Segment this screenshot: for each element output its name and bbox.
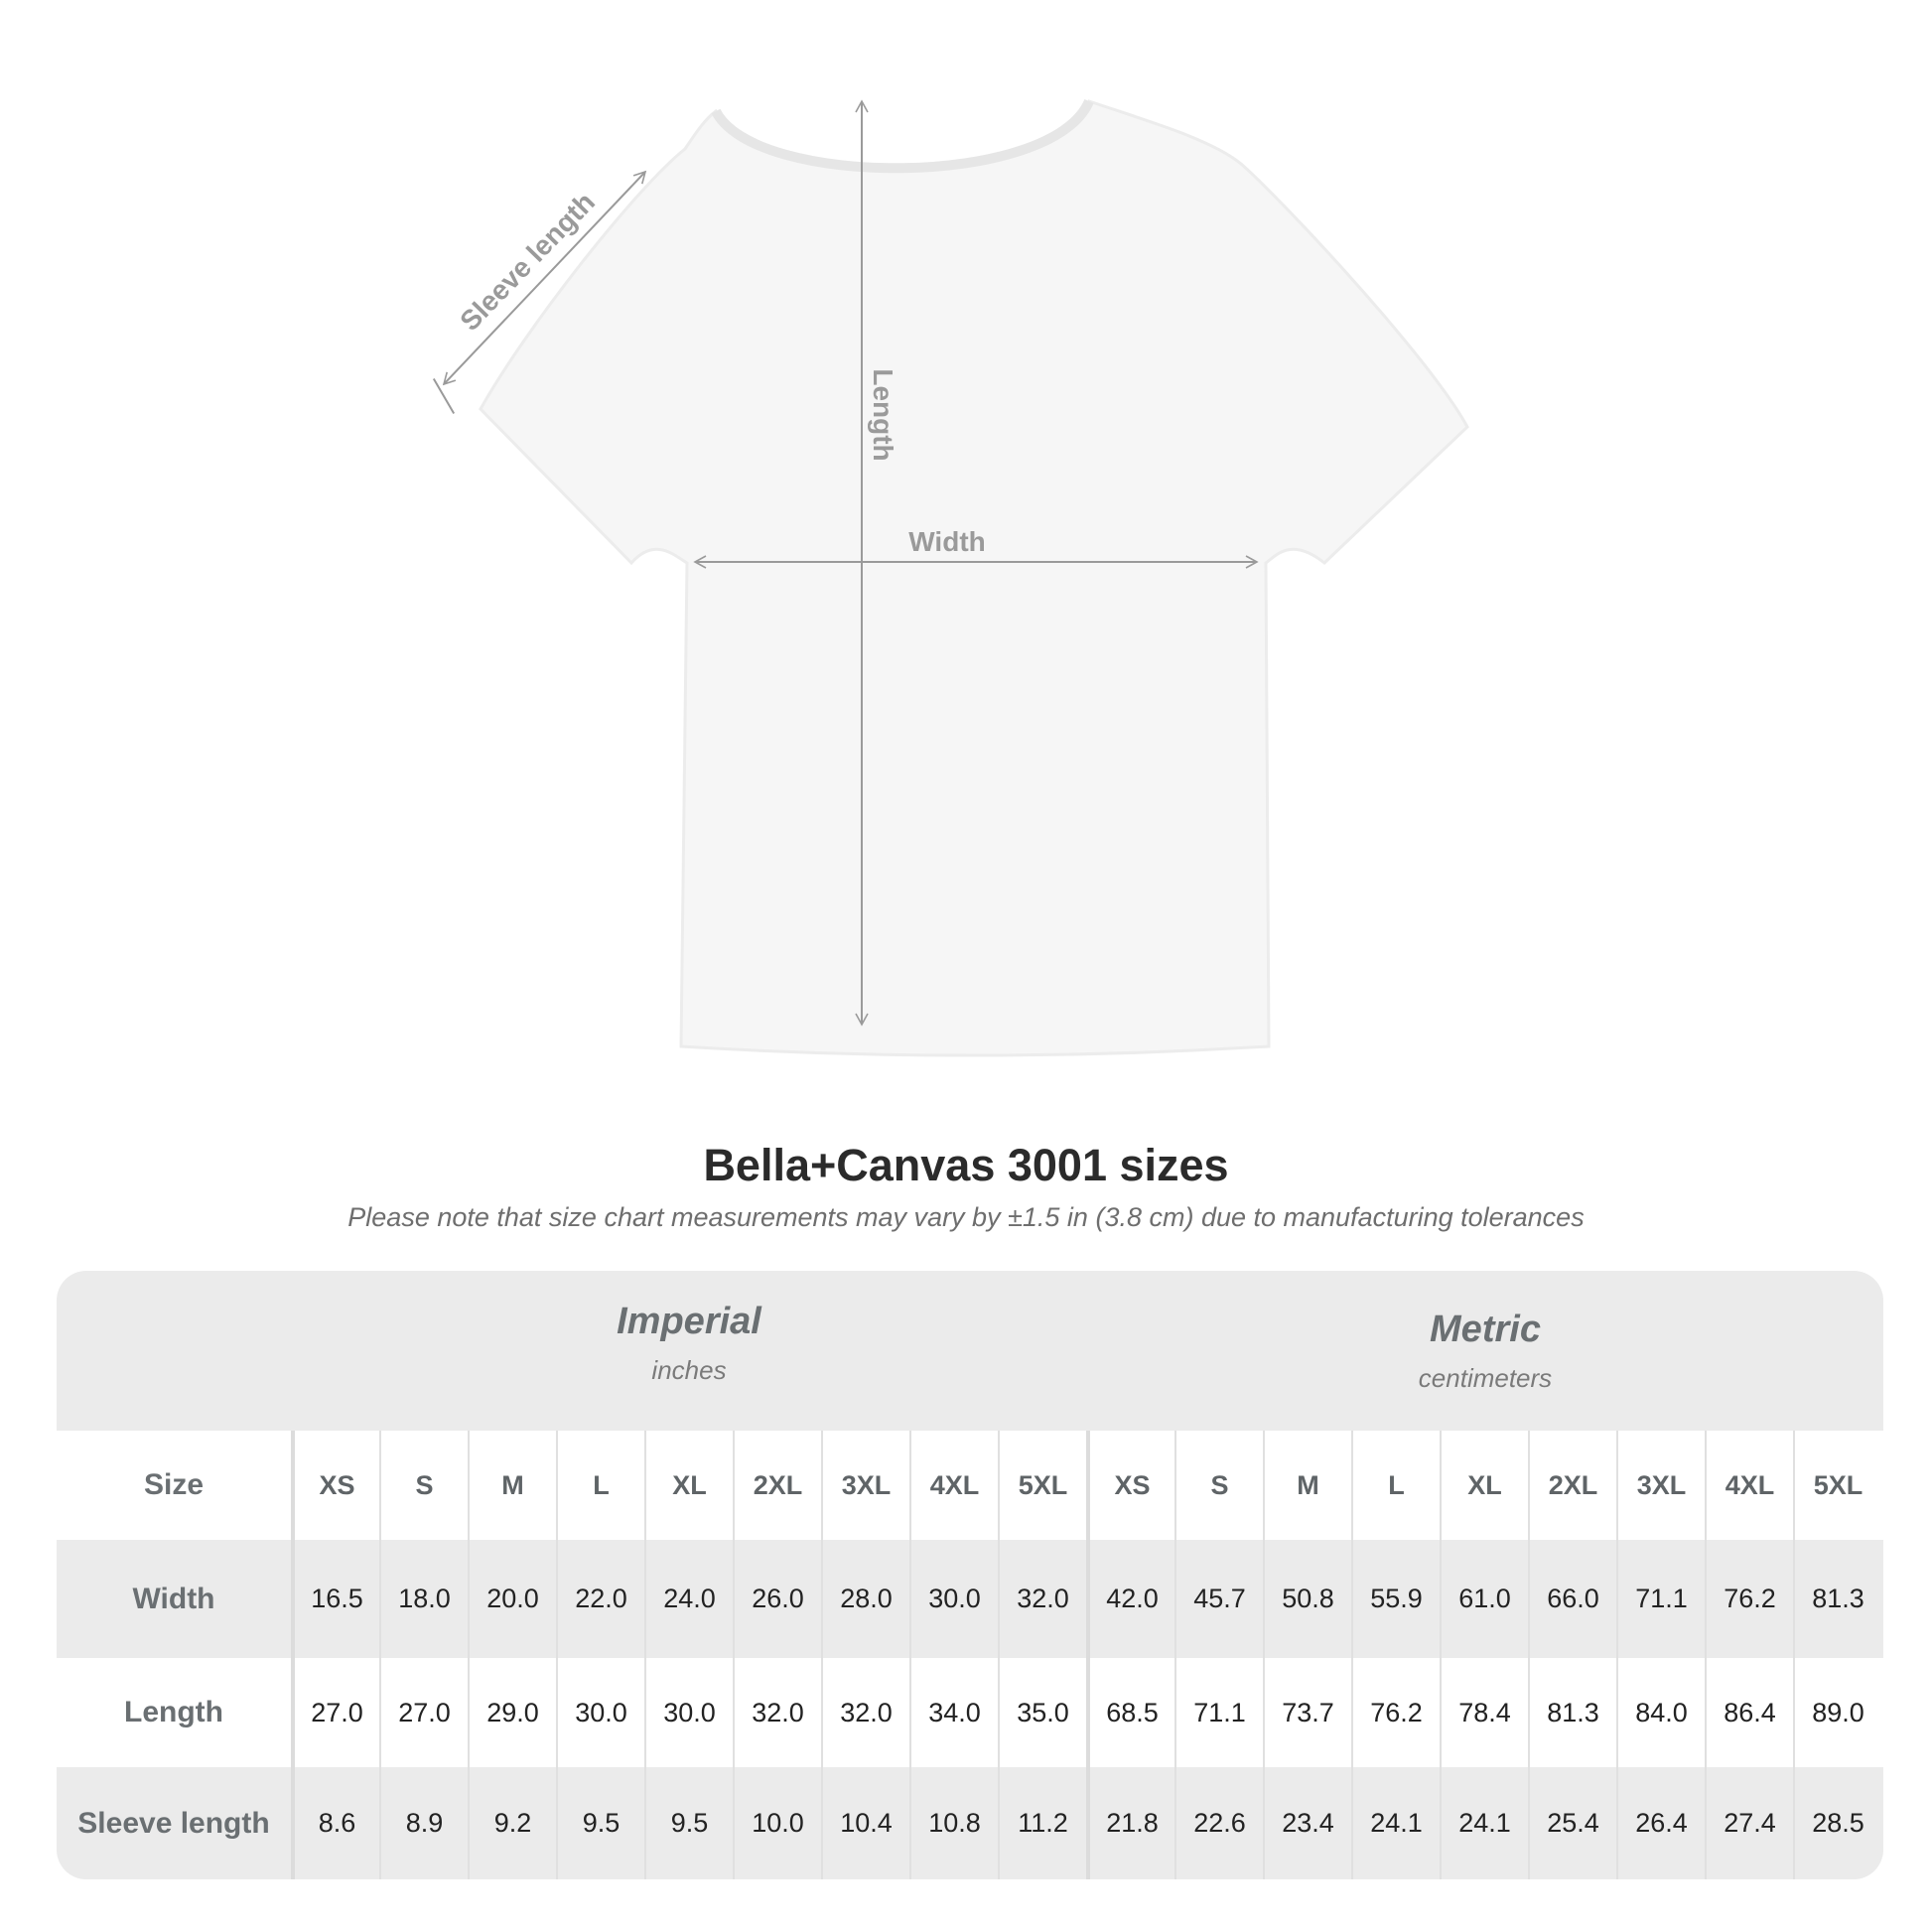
metric-size-2XL: 2XL <box>1528 1431 1616 1540</box>
row-label: Length <box>124 1696 223 1728</box>
imperial-size-S: S <box>379 1431 468 1540</box>
metric-value-cell: 26.4 <box>1616 1767 1705 1879</box>
metric-size-S: S <box>1174 1431 1263 1540</box>
table-row: Length 27.0 27.0 29.0 30.0 30.0 32.0 32.0 34.0 35… <box>57 1658 1883 1767</box>
metric-size-4XL: 4XL <box>1705 1431 1793 1540</box>
metric-value-cell: 27.4 <box>1705 1767 1793 1879</box>
imperial-value-cell: 27.0 <box>291 1658 379 1767</box>
imperial-value-cell: 24.0 <box>644 1540 733 1658</box>
imperial-value-cell: 32.0 <box>998 1540 1086 1658</box>
imperial-value-cell: 10.4 <box>821 1767 909 1879</box>
imperial-value-cell: 9.5 <box>556 1767 644 1879</box>
metric-value-cell: 28.5 <box>1793 1767 1881 1879</box>
metric-size-L: L <box>1351 1431 1440 1540</box>
imperial-value-cell: 9.5 <box>644 1767 733 1879</box>
imperial-value-cell: 18.0 <box>379 1540 468 1658</box>
imperial-size-XS: XS <box>291 1431 379 1540</box>
size-chart-table: Imperial inches Metric centimeters Size X… <box>57 1271 1883 1879</box>
imperial-title: Imperial <box>617 1301 761 1342</box>
size-header-label: Size <box>143 1468 205 1501</box>
imperial-value-cell: 34.0 <box>909 1658 998 1767</box>
imperial-value-cell: 27.0 <box>379 1658 468 1767</box>
metric-value-cell: 71.1 <box>1174 1658 1263 1767</box>
metric-unit: centimeters <box>1418 1363 1553 1393</box>
table-row: Width 16.5 18.0 20.0 22.0 24.0 26.0 28.0 30.0 32.… <box>57 1540 1883 1658</box>
metric-size-XL: XL <box>1440 1431 1528 1540</box>
metric-value-cell: 81.3 <box>1528 1658 1616 1767</box>
tolerance-note: Please note that size chart measurements… <box>347 1202 1585 1232</box>
imperial-size-4XL: 4XL <box>909 1431 998 1540</box>
metric-value-cell: 61.0 <box>1440 1540 1528 1658</box>
imperial-value-cell: 9.2 <box>468 1767 556 1879</box>
metric-value-cell: 66.0 <box>1528 1540 1616 1658</box>
metric-value-cell: 84.0 <box>1616 1658 1705 1767</box>
table-header-band <box>57 1271 1883 1431</box>
metric-size-XS: XS <box>1086 1431 1174 1540</box>
metric-value-cell: 23.4 <box>1263 1767 1351 1879</box>
imperial-value-cell: 8.6 <box>291 1767 379 1879</box>
imperial-size-L: L <box>556 1431 644 1540</box>
imperial-value-cell: 32.0 <box>733 1658 821 1767</box>
metric-size-5XL: 5XL <box>1793 1431 1881 1540</box>
imperial-value-cell: 11.2 <box>998 1767 1086 1879</box>
metric-value-cell: 81.3 <box>1793 1540 1881 1658</box>
length-label: Length <box>868 368 898 461</box>
metric-value-cell: 76.2 <box>1351 1658 1440 1767</box>
imperial-value-cell: 26.0 <box>733 1540 821 1658</box>
metric-value-cell: 78.4 <box>1440 1658 1528 1767</box>
imperial-group-header: Imperial inches <box>291 1301 1087 1386</box>
imperial-value-cell: 30.0 <box>644 1658 733 1767</box>
tshirt-diagram: Width Length Sleeve length <box>432 98 1469 1057</box>
metric-value-cell: 50.8 <box>1263 1540 1351 1658</box>
imperial-value-cell: 30.0 <box>556 1658 644 1767</box>
imperial-value-cell: 16.5 <box>291 1540 379 1658</box>
sleeve-measure-line <box>442 170 647 386</box>
metric-value-cell: 71.1 <box>1616 1540 1705 1658</box>
metric-value-cell: 55.9 <box>1351 1540 1440 1658</box>
imperial-size-XL: XL <box>644 1431 733 1540</box>
metric-size-3XL: 3XL <box>1616 1431 1705 1540</box>
imperial-value-cell: 28.0 <box>821 1540 909 1658</box>
metric-value-cell: 68.5 <box>1086 1658 1174 1767</box>
imperial-size-2XL: 2XL <box>733 1431 821 1540</box>
imperial-value-cell: 32.0 <box>821 1658 909 1767</box>
imperial-value-cell: 22.0 <box>556 1540 644 1658</box>
metric-value-cell: 89.0 <box>1793 1658 1881 1767</box>
metric-size-M: M <box>1263 1431 1351 1540</box>
imperial-value-cell: 10.8 <box>909 1767 998 1879</box>
width-label: Width <box>908 526 986 557</box>
metric-value-cell: 25.4 <box>1528 1767 1616 1879</box>
size-header-row: Size XS S M L XL 2XL 3XL 4XL 5XL XS S M L XL 2XL 3XL 4XL 5… <box>57 1431 1883 1540</box>
row-label: Sleeve length <box>77 1806 270 1840</box>
imperial-size-3XL: 3XL <box>821 1431 909 1540</box>
imperial-value-cell: 30.0 <box>909 1540 998 1658</box>
metric-value-cell: 76.2 <box>1705 1540 1793 1658</box>
metric-group-header: Metric centimeters <box>1087 1309 1883 1394</box>
imperial-value-cell: 29.0 <box>468 1658 556 1767</box>
table-row: Sleeve length 8.6 8.9 9.2 9.5 9.5 10.0 10.4 10.8… <box>57 1767 1883 1879</box>
metric-value-cell: 22.6 <box>1174 1767 1263 1879</box>
imperial-value-cell: 20.0 <box>468 1540 556 1658</box>
imperial-value-cell: 8.9 <box>379 1767 468 1879</box>
row-label: Width <box>132 1582 215 1615</box>
metric-value-cell: 73.7 <box>1263 1658 1351 1767</box>
metric-value-cell: 21.8 <box>1086 1767 1174 1879</box>
page-title: Bella+Canvas 3001 sizes <box>703 1140 1229 1190</box>
metric-value-cell: 24.1 <box>1440 1767 1528 1879</box>
metric-value-cell: 42.0 <box>1086 1540 1174 1658</box>
imperial-value-cell: 35.0 <box>998 1658 1086 1767</box>
imperial-unit: inches <box>651 1355 727 1385</box>
imperial-size-M: M <box>468 1431 556 1540</box>
tshirt-shape <box>479 99 1469 1057</box>
metric-value-cell: 45.7 <box>1174 1540 1263 1658</box>
imperial-size-5XL: 5XL <box>998 1431 1086 1540</box>
metric-value-cell: 86.4 <box>1705 1658 1793 1767</box>
metric-title: Metric <box>1430 1309 1541 1350</box>
metric-value-cell: 24.1 <box>1351 1767 1440 1879</box>
imperial-value-cell: 10.0 <box>733 1767 821 1879</box>
